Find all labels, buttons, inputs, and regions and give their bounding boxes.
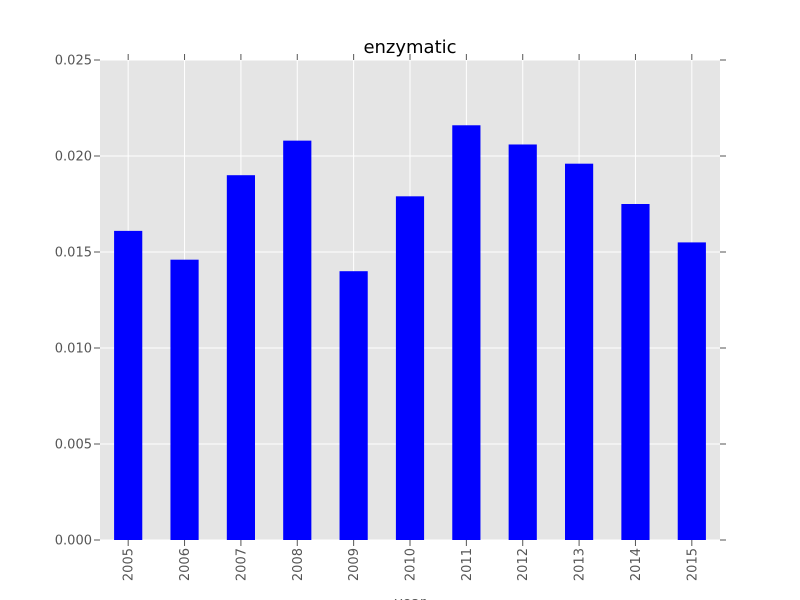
y-tick-label: 0.005 [55, 438, 92, 453]
bar-2010 [395, 196, 425, 540]
x-axis-label: year [394, 595, 425, 600]
x-tick-label: 2005 [122, 548, 137, 581]
x-tick-label: 2009 [347, 548, 362, 581]
x-tick-label: 2006 [178, 548, 193, 581]
x-tick-label: 2015 [685, 548, 700, 581]
y-tick-label: 0.000 [55, 534, 92, 549]
bar-2013 [565, 163, 594, 540]
bar-2005 [114, 230, 143, 540]
x-tick-label: 2007 [234, 548, 249, 581]
bar-2006 [170, 259, 199, 540]
y-tick-label: 0.015 [55, 246, 92, 261]
bar-2015 [677, 242, 706, 540]
bar-2012 [508, 144, 537, 541]
chart-title: enzymatic [363, 37, 456, 58]
bar-2014 [621, 204, 650, 540]
x-tick-labels: 2005 2006 2007 2008 2009 2010 2011 2012 2013 2014… [122, 548, 701, 581]
y-tick-label: 0.025 [55, 54, 92, 69]
bar-2007 [226, 175, 255, 540]
bar-2009 [339, 271, 368, 540]
bars [114, 125, 706, 541]
bar-2011 [452, 125, 481, 540]
x-tick-label: 2010 [404, 548, 419, 581]
x-tick-label: 2013 [573, 548, 588, 581]
bar-2008 [283, 140, 312, 540]
y-tick-labels: 0.000 0.005 0.010 0.015 0.020 0.025 [55, 54, 92, 549]
x-tick-label: 2012 [516, 548, 531, 581]
x-tick-label: 2008 [291, 548, 306, 581]
axis-ticks [94, 54, 726, 546]
x-tick-label: 2014 [629, 548, 644, 581]
x-tick-label: 2011 [460, 548, 475, 581]
y-tick-label: 0.020 [55, 150, 92, 165]
y-tick-label: 0.010 [55, 342, 92, 357]
